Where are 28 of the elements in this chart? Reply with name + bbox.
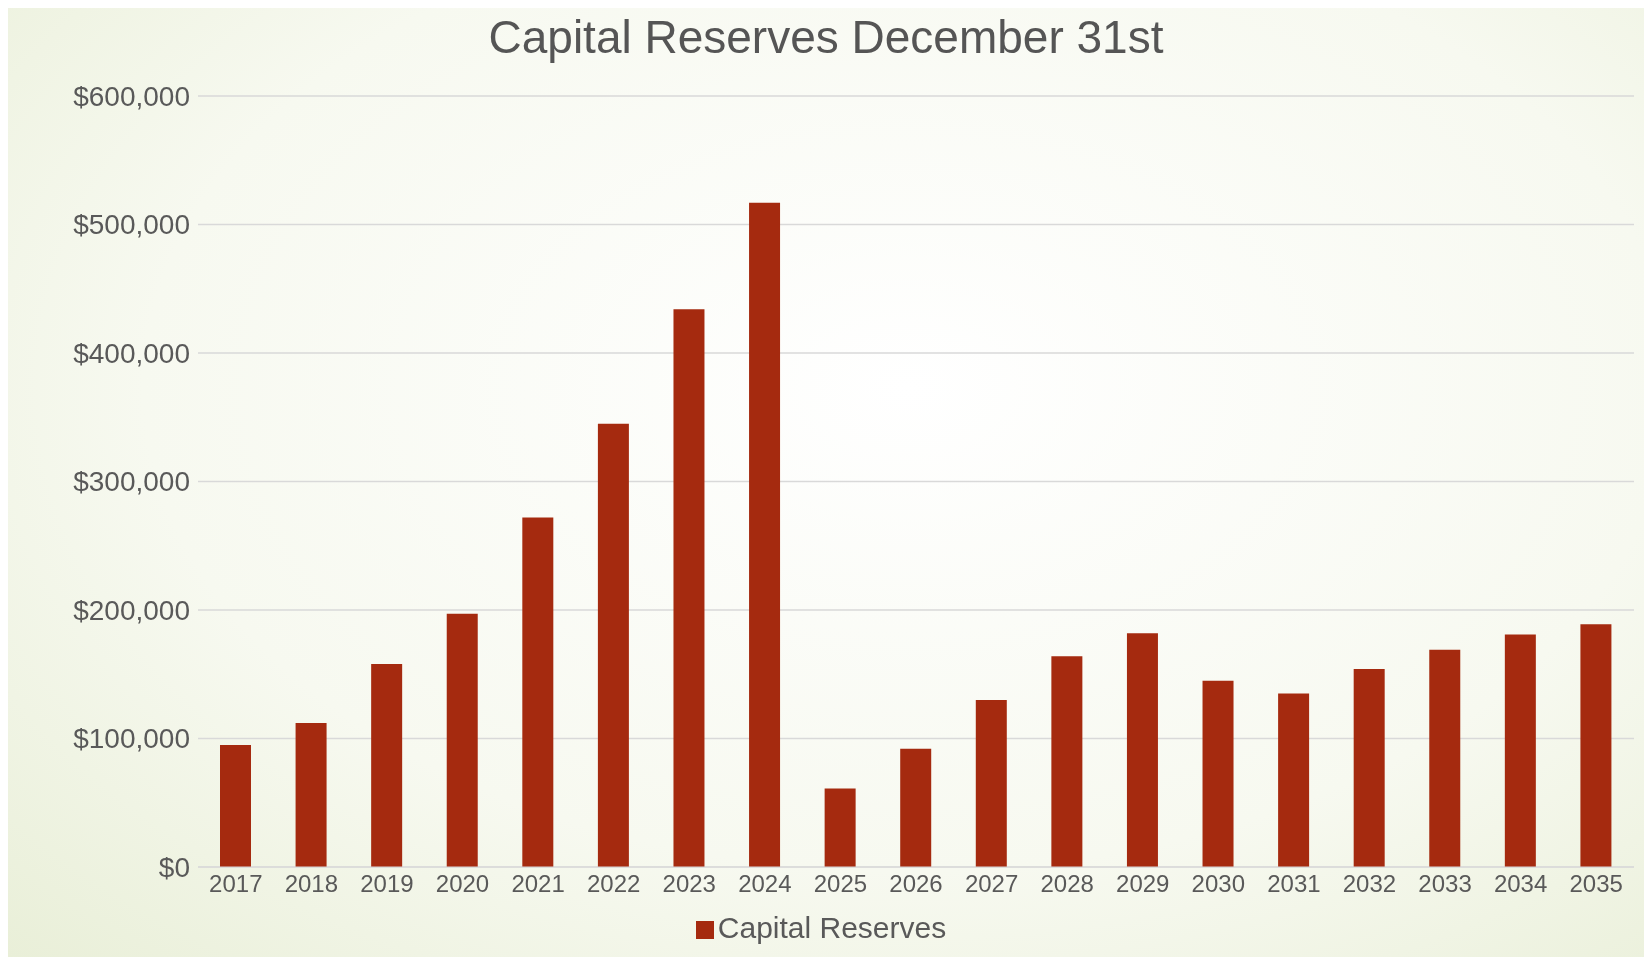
y-tick-label: $0: [158, 851, 190, 883]
x-tick-label: 2018: [284, 870, 339, 898]
legend-label: Capital Reserves: [717, 911, 947, 944]
x-tick-label: 2032: [1342, 870, 1397, 898]
x-tick-label: 2024: [738, 870, 792, 898]
y-tick-label: $400,000: [73, 337, 190, 369]
x-tick-label: 2025: [813, 870, 868, 898]
x-tick-label: 2028: [1040, 870, 1094, 898]
x-tick-label: 2022: [586, 870, 641, 898]
x-tick-label: 2034: [1493, 870, 1548, 898]
x-tick-label: 2033: [1418, 870, 1472, 898]
y-tick-label: $200,000: [73, 594, 190, 626]
x-tick-label: 2035: [1569, 870, 1623, 898]
x-tick-label: 2031: [1267, 870, 1321, 898]
y-tick-label: $100,000: [73, 723, 190, 755]
y-tick-label: $500,000: [73, 209, 190, 241]
x-tick-label: 2020: [435, 870, 490, 898]
x-tick-label: 2029: [1116, 870, 1170, 898]
x-tick-label: 2017: [209, 870, 263, 898]
x-tick-label: 2019: [360, 870, 414, 898]
x-tick-label: 2021: [511, 870, 565, 898]
chart-title: Capital Reserves December 31st: [487, 10, 1165, 65]
y-tick-label: $600,000: [73, 80, 190, 112]
y-tick-label: $300,000: [73, 466, 190, 498]
x-tick-label: 2023: [662, 870, 716, 898]
x-tick-label: 2030: [1191, 870, 1246, 898]
x-tick-label: 2026: [889, 870, 943, 898]
x-tick-label: 2027: [964, 870, 1019, 898]
